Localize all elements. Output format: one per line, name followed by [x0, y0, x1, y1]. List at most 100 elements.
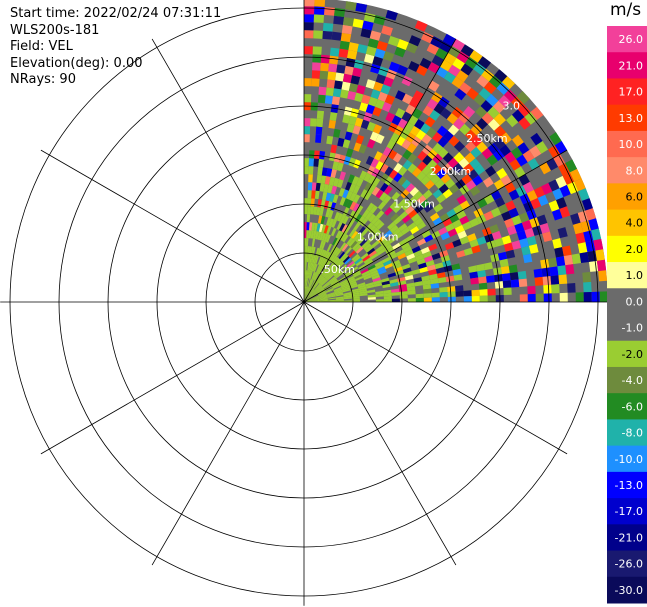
velocity-gate: [433, 103, 445, 115]
velocity-gate: [486, 275, 495, 283]
colorbar-tick-label: -6.0: [622, 400, 643, 413]
velocity-gate: [321, 268, 328, 277]
velocity-gate: [306, 286, 309, 295]
velocity-gate: [314, 284, 321, 291]
velocity-gate: [339, 242, 347, 251]
velocity-gate: [373, 81, 384, 92]
velocity-gate: [456, 210, 467, 220]
velocity-gate: [575, 232, 586, 244]
velocity-gate: [570, 213, 581, 225]
velocity-gate: [342, 234, 349, 243]
velocity-gate: [353, 244, 362, 253]
velocity-gate: [581, 198, 593, 211]
velocity-gate: [305, 238, 309, 247]
velocity-gate: [326, 225, 332, 235]
velocity-gate: [562, 172, 575, 185]
velocity-gate: [588, 218, 599, 231]
velocity-gate: [550, 275, 560, 285]
velocity-gate: [424, 234, 434, 243]
velocity-gate: [348, 250, 356, 258]
velocity-gate: [318, 293, 327, 297]
velocity-gate: [375, 189, 384, 199]
velocity-gate: [319, 295, 328, 299]
velocity-gate: [333, 153, 341, 163]
velocity-gate: [522, 253, 533, 264]
range-ring-labels: .50km 1.00km 1.50km 2.00km 2.50km 3.0: [320, 99, 520, 276]
velocity-gate: [372, 56, 384, 67]
colorbar-tick-label: -26.0: [615, 558, 643, 571]
velocity-gate: [427, 80, 440, 92]
velocity-gate: [329, 254, 336, 263]
velocity-gate: [373, 229, 382, 238]
velocity-gate: [311, 300, 320, 302]
velocity-gate: [381, 101, 392, 113]
velocity-gate: [366, 289, 376, 294]
velocity-gate: [304, 286, 306, 295]
velocity-gate: [536, 214, 548, 226]
velocity-gate: [317, 288, 325, 294]
velocity-gate: [501, 76, 516, 90]
velocity-gate: [481, 68, 495, 82]
velocity-gate: [466, 87, 479, 100]
velocity-gate: [380, 173, 389, 183]
velocity-gate: [304, 300, 312, 302]
velocity-gate: [314, 273, 320, 281]
velocity-gate: [595, 249, 605, 261]
velocity-gate: [332, 161, 339, 171]
velocity-gate: [463, 290, 472, 297]
velocity-gate: [517, 270, 527, 280]
velocity-gate: [406, 282, 415, 288]
velocity-gate: [391, 291, 400, 296]
velocity-gate: [543, 293, 552, 302]
velocity-gate: [383, 185, 393, 195]
velocity-gate: [310, 292, 318, 298]
velocity-gate: [501, 235, 512, 245]
velocity-gate: [398, 238, 408, 247]
velocity-gate: [309, 222, 313, 231]
velocity-gate: [373, 279, 382, 285]
velocity-gate: [407, 196, 417, 206]
velocity-gate: [456, 250, 466, 258]
velocity-gate: [348, 42, 359, 52]
velocity-gate: [397, 176, 407, 186]
velocity-gate: [400, 242, 410, 250]
velocity-gate: [347, 90, 357, 101]
velocity-gate: [470, 277, 479, 285]
velocity-gate: [494, 125, 507, 138]
velocity-gate: [411, 245, 421, 254]
velocity-gate: [333, 269, 341, 277]
velocity-gate: [316, 287, 324, 294]
velocity-gate: [359, 290, 368, 295]
velocity-gate: [365, 222, 374, 231]
velocity-gate: [372, 106, 382, 117]
velocity-gate: [374, 260, 384, 267]
velocity-gate: [556, 197, 567, 210]
velocity-gate: [350, 266, 359, 273]
velocity-gate: [565, 159, 578, 173]
velocity-gate: [426, 127, 437, 139]
velocity-gate: [361, 240, 370, 249]
velocity-gate: [362, 255, 371, 262]
velocity-gate: [337, 179, 344, 188]
velocity-gate: [435, 66, 449, 79]
velocity-gate: [350, 230, 359, 240]
velocity-gate: [341, 267, 350, 274]
velocity-gate: [326, 79, 336, 89]
velocity-gate: [447, 124, 460, 136]
velocity-gate: [360, 28, 372, 39]
velocity-gate: [431, 54, 444, 67]
velocity-gate: [367, 165, 376, 175]
velocity-gate: [432, 217, 443, 227]
velocity-gate: [454, 88, 467, 101]
velocity-gate: [414, 204, 424, 214]
velocity-gate: [587, 250, 597, 262]
velocity-gate: [315, 126, 323, 136]
colorbar-tick-label: -1.0: [622, 322, 643, 335]
colorbar-swatch: [607, 393, 647, 420]
velocity-gate: [448, 183, 460, 194]
velocity-gate: [335, 293, 344, 297]
velocity-gate: [309, 150, 315, 159]
velocity-gate: [514, 166, 526, 179]
velocity-gate: [407, 257, 417, 264]
velocity-gate: [319, 298, 328, 301]
